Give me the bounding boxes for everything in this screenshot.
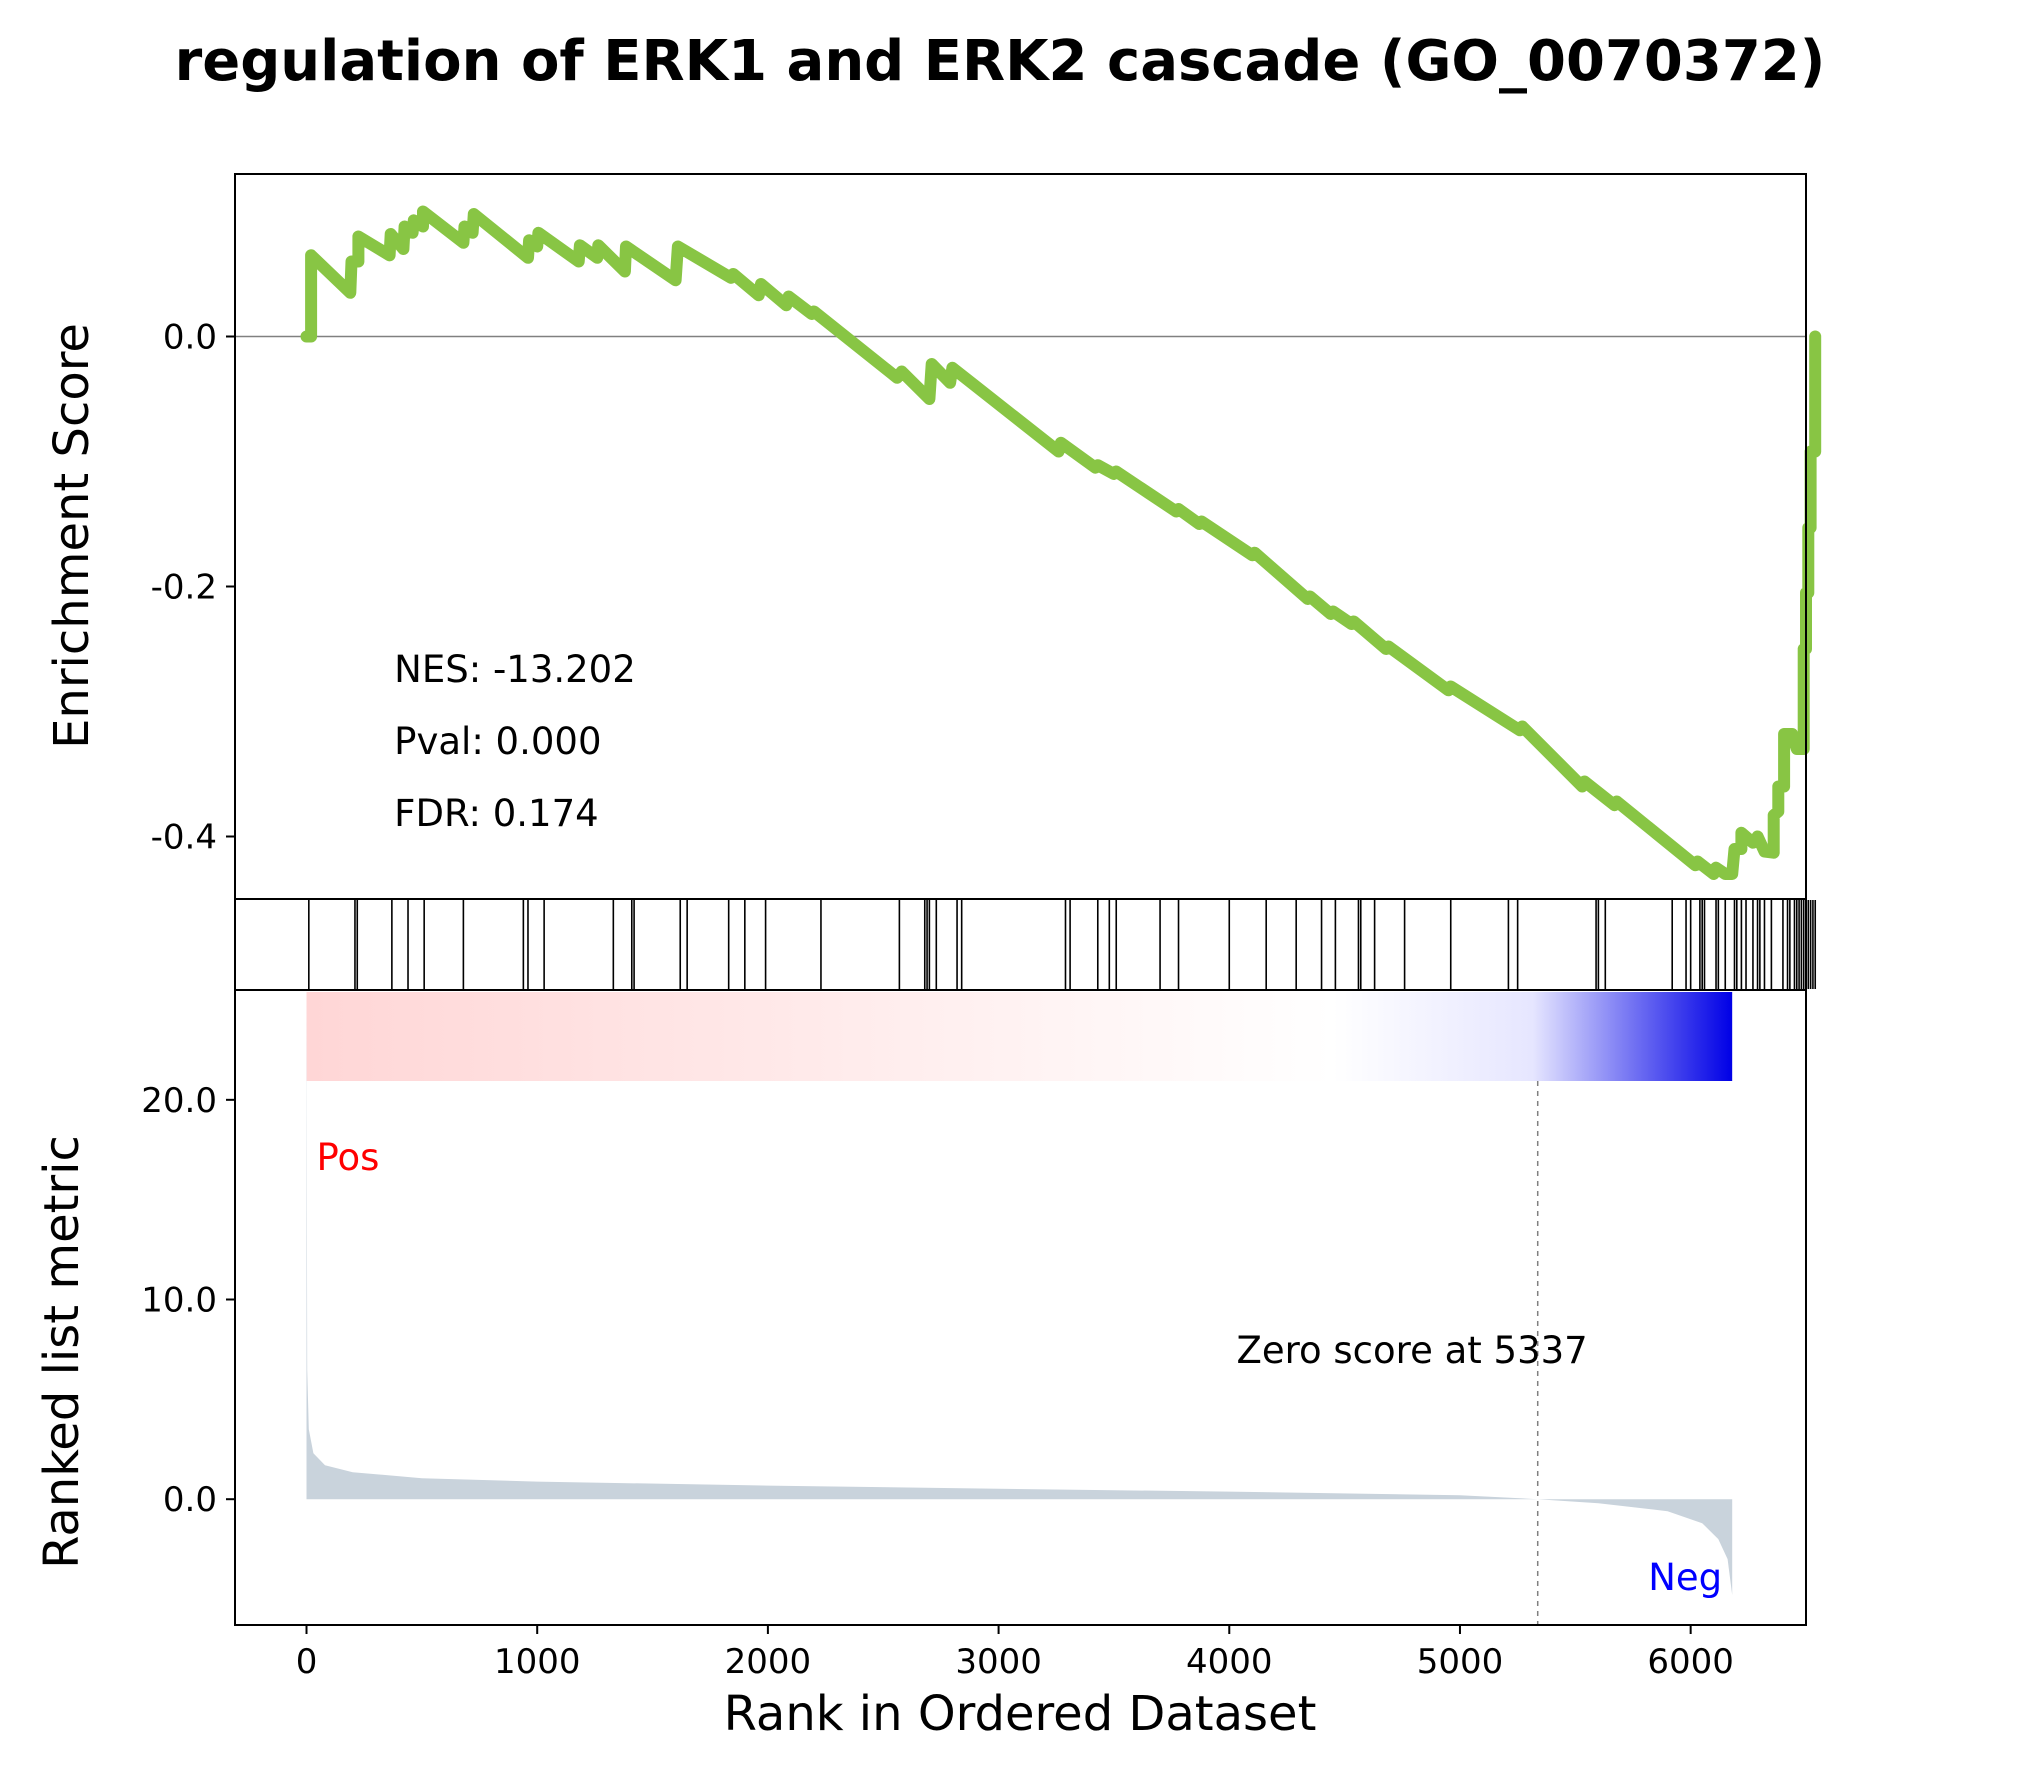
hits-panel [234,898,1817,991]
metric-y-tick-label: 0.0 [163,1480,217,1520]
metric-panel-frame [234,990,1807,1626]
x-tick-label: 1000 [494,1642,581,1682]
es-y-tick-label: 0.0 [163,318,217,358]
x-axis-ticks: 0 1000 2000 3000 4000 5000 6000 [296,1625,1734,1682]
hit-lines [308,900,1817,989]
hits-panel-frame [234,898,1807,991]
metric-y-axis-label: Ranked list metric [34,1135,90,1569]
es-y-axis-label: Enrichment Score [44,323,100,749]
zero-score-label: Zero score at 5337 [1237,1329,1588,1372]
nes-label: NES: -13.202 [394,648,636,691]
neg-label: Neg [1648,1556,1722,1599]
fdr-label: FDR: 0.174 [394,792,599,835]
pos-label: Pos [317,1136,380,1179]
pval-label: Pval: 0.000 [394,720,601,763]
x-axis-label: Rank in Ordered Dataset [724,1686,1317,1742]
metric-y-tick-label: 20.0 [141,1081,217,1121]
x-tick-label: 4000 [1186,1642,1273,1682]
x-tick-label: 5000 [1417,1642,1504,1682]
metric-y-tick-label: 10.0 [141,1281,217,1321]
es-curve [300,205,1822,880]
es-y-tick-label: -0.4 [151,818,217,858]
x-tick-label: 6000 [1647,1642,1734,1682]
es-panel: 0.0 -0.2 -0.4 NES: -13.202 Pval: 0.000 FDR… [44,173,1822,900]
metric-panel: 0.0 10.0 20.0 Pos Neg Zero score at 5337 R… [34,990,1807,1742]
es-panel-frame [234,173,1807,900]
x-tick-label: 3000 [955,1642,1042,1682]
rank-gradient-bar [306,992,1733,1081]
es-y-ticks: 0.0 -0.2 -0.4 [151,318,235,858]
metric-y-ticks: 0.0 10.0 20.0 [141,1081,235,1520]
x-tick-label: 2000 [725,1642,812,1682]
x-tick-label: 0 [296,1642,318,1682]
ranked-metric-area [306,1000,1733,1595]
chart-title: regulation of ERK1 and ERK2 cascade (GO_… [175,29,1826,94]
es-y-tick-label: -0.2 [151,568,217,608]
